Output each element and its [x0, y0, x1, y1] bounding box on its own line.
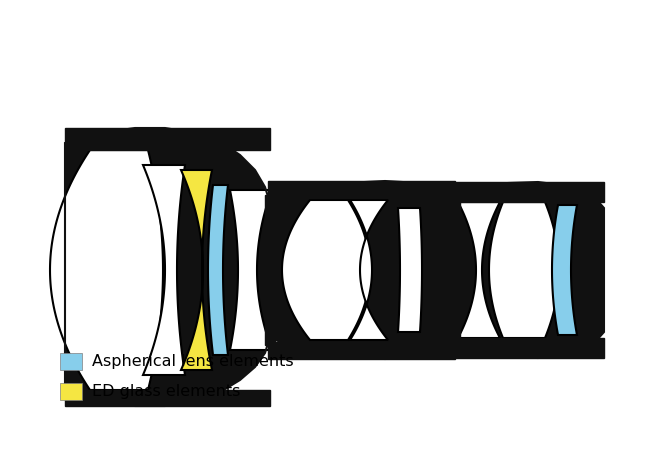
Text: ED glass elements: ED glass elements: [92, 384, 240, 399]
Polygon shape: [268, 181, 455, 198]
Polygon shape: [230, 190, 272, 350]
Polygon shape: [458, 202, 500, 338]
Bar: [60, 383, 82, 400]
Polygon shape: [282, 200, 370, 340]
Polygon shape: [65, 128, 270, 150]
Polygon shape: [65, 128, 270, 406]
Polygon shape: [398, 208, 422, 332]
Polygon shape: [265, 195, 275, 345]
Polygon shape: [552, 205, 577, 335]
Polygon shape: [65, 390, 270, 406]
Polygon shape: [455, 182, 604, 358]
Bar: [60, 353, 82, 370]
Polygon shape: [270, 181, 455, 359]
Polygon shape: [268, 342, 455, 359]
Polygon shape: [453, 182, 604, 202]
Polygon shape: [350, 200, 388, 340]
Text: Aspherical lens elements: Aspherical lens elements: [92, 354, 294, 369]
Polygon shape: [181, 170, 212, 370]
Polygon shape: [143, 165, 185, 375]
Polygon shape: [489, 202, 559, 338]
Polygon shape: [208, 185, 228, 355]
Polygon shape: [453, 338, 604, 358]
Polygon shape: [450, 202, 460, 338]
Polygon shape: [50, 150, 163, 390]
